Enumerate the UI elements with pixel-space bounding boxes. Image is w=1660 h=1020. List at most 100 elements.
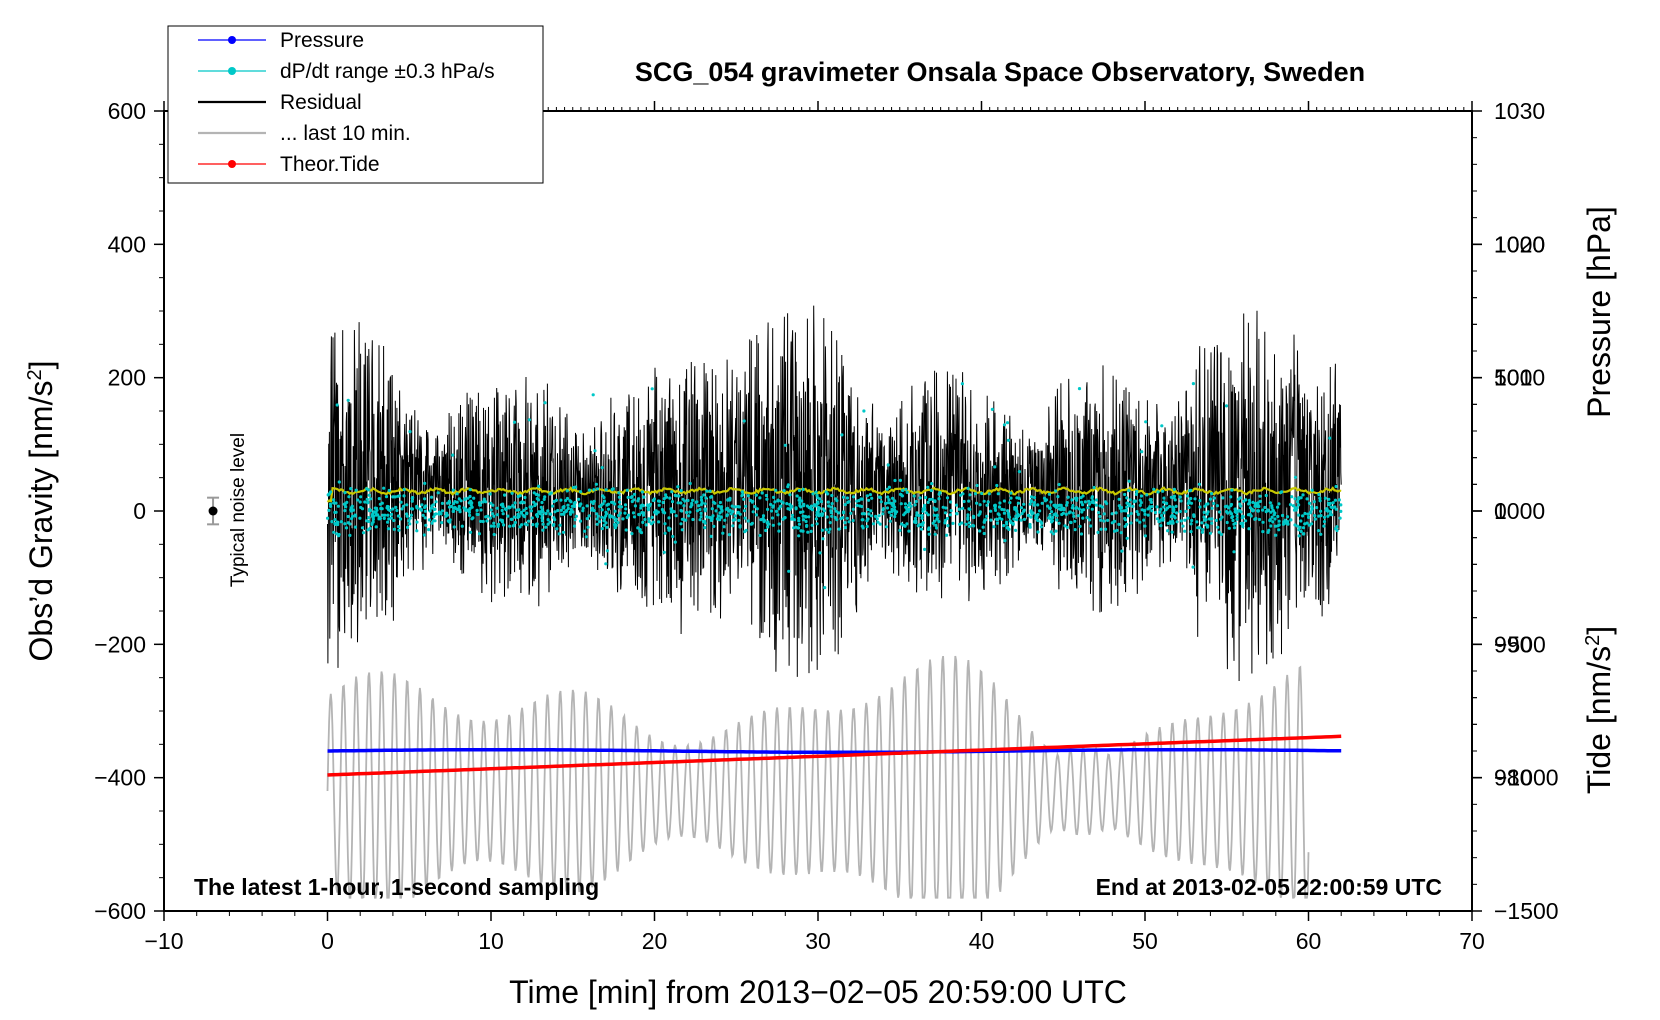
dpdt-point — [512, 420, 517, 424]
dpdt-point — [766, 525, 770, 529]
dpdt-point — [960, 382, 965, 386]
dpdt-point — [402, 487, 406, 492]
dpdt-point — [1042, 496, 1047, 500]
dpdt-point — [798, 504, 802, 508]
dpdt-point — [1171, 510, 1176, 514]
dpdt-point — [564, 498, 568, 503]
x-axis-title: Time [min] from 2013−02−05 20:59:00 UTC — [509, 974, 1127, 1010]
dpdt-point — [669, 507, 673, 511]
dpdt-point — [604, 510, 608, 514]
dpdt-point — [534, 502, 538, 506]
dpdt-point — [719, 515, 723, 519]
dpdt-point — [1127, 479, 1131, 483]
dpdt-point — [1235, 517, 1239, 521]
dpdt-point — [971, 523, 975, 528]
dpdt-point — [1049, 517, 1053, 521]
dpdt-point — [978, 503, 982, 507]
dpdt-point — [538, 510, 542, 514]
dpdt-point — [820, 528, 825, 532]
dpdt-point — [1162, 496, 1166, 500]
dpdt-point — [995, 483, 999, 488]
dpdt-point — [860, 518, 864, 522]
dpdt-point — [919, 527, 924, 531]
dpdt-point — [811, 492, 815, 496]
dpdt-point — [1297, 513, 1301, 517]
dpdt-point — [860, 512, 865, 516]
dpdt-point — [684, 518, 688, 522]
dpdt-point — [1181, 524, 1185, 528]
dpdt-point — [829, 505, 833, 509]
dpdt-point — [767, 522, 771, 526]
dpdt-point — [555, 527, 559, 531]
dpdt-point — [777, 522, 781, 526]
dpdt-point — [395, 508, 399, 513]
dpdt-point — [1008, 501, 1012, 505]
dpdt-point — [1264, 493, 1268, 498]
dpdt-point — [1261, 520, 1265, 524]
dpdt-point — [561, 505, 565, 509]
dpdt-point — [1014, 528, 1018, 533]
dpdt-point — [1257, 517, 1262, 522]
dpdt-point — [891, 504, 895, 508]
chart-title: SCG_054 gravimeter Onsala Space Observat… — [635, 57, 1365, 87]
dpdt-point — [1129, 511, 1133, 516]
dpdt-point — [1089, 524, 1093, 528]
dpdt-point — [1198, 505, 1202, 509]
dpdt-point — [1301, 493, 1305, 497]
dpdt-point — [1150, 509, 1154, 513]
dpdt-point — [626, 495, 630, 499]
dpdt-point — [819, 500, 824, 504]
dpdt-point — [834, 509, 839, 513]
dpdt-point — [591, 393, 595, 397]
dpdt-point — [525, 512, 529, 516]
dpdt-point — [961, 506, 965, 510]
dpdt-point — [913, 503, 917, 507]
dpdt-point — [975, 483, 979, 488]
dpdt-point — [420, 503, 424, 507]
dpdt-point — [721, 531, 725, 535]
dpdt-point — [1071, 504, 1075, 508]
dpdt-point — [428, 509, 432, 513]
dpdt-point — [781, 517, 785, 521]
dpdt-point — [672, 510, 676, 514]
dpdt-point — [1068, 510, 1072, 514]
dpdt-point — [1144, 420, 1148, 424]
dpdt-point — [709, 534, 713, 539]
dpdt-point — [1143, 534, 1147, 538]
dpdt-point — [1066, 495, 1070, 499]
dpdt-point — [978, 529, 982, 533]
dpdt-point — [1003, 539, 1007, 543]
y-left-tick-label: −600 — [94, 898, 146, 924]
dpdt-point — [579, 490, 583, 494]
dpdt-point — [1210, 492, 1214, 496]
dpdt-point — [1313, 514, 1317, 518]
dpdt-point — [1331, 506, 1335, 510]
dpdt-point — [930, 482, 934, 486]
dpdt-point — [927, 532, 931, 536]
dpdt-point — [705, 515, 709, 519]
dpdt-point — [1258, 494, 1262, 498]
x-tick-label: 10 — [478, 928, 504, 954]
dpdt-point — [1224, 510, 1229, 514]
dpdt-point — [790, 516, 794, 520]
dpdt-point — [821, 537, 825, 541]
dpdt-point — [829, 511, 833, 515]
dpdt-point — [722, 525, 726, 529]
dpdt-point — [742, 497, 746, 501]
dpdt-point — [621, 517, 625, 521]
dpdt-point — [1139, 494, 1144, 498]
dpdt-point — [889, 513, 893, 517]
dpdt-point — [1087, 502, 1091, 506]
dpdt-point — [893, 515, 897, 519]
dpdt-point — [1232, 526, 1237, 530]
dpdt-point — [966, 513, 970, 517]
dpdt-point — [1081, 503, 1085, 507]
dpdt-point — [630, 532, 634, 536]
dpdt-point — [517, 515, 521, 519]
dpdt-point — [1319, 532, 1323, 536]
dpdt-point — [966, 486, 970, 490]
dpdt-point — [1227, 526, 1231, 530]
dpdt-point — [393, 495, 397, 499]
dpdt-point — [508, 524, 512, 528]
dpdt-point — [972, 515, 976, 520]
